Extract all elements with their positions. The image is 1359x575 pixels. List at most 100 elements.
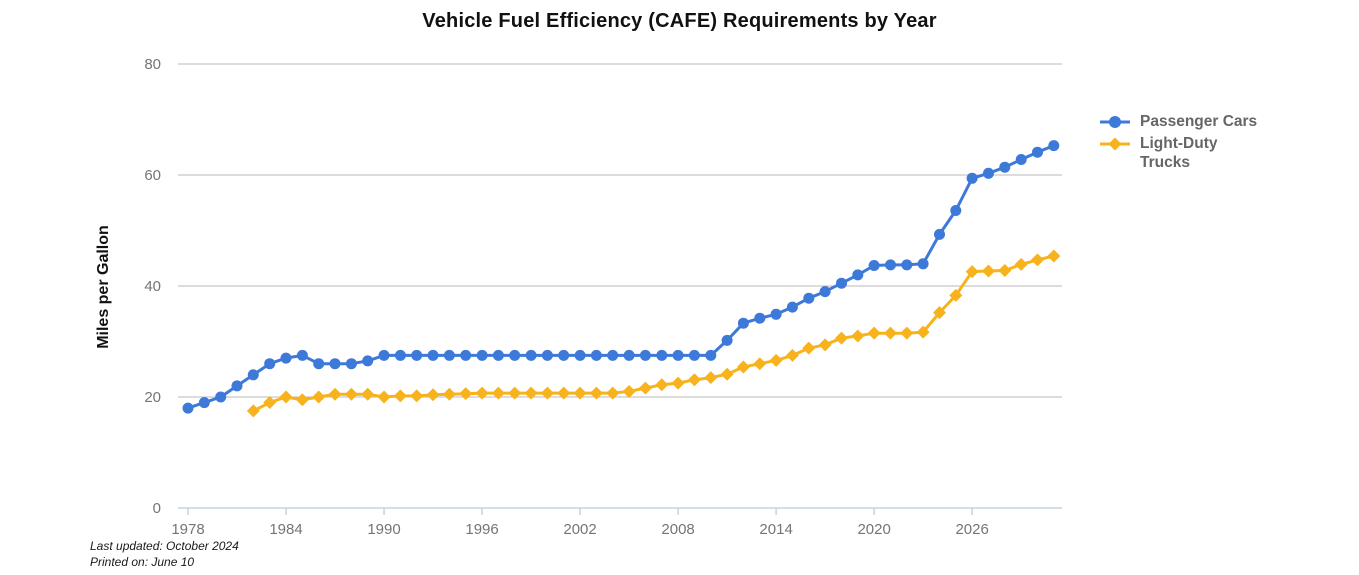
data-point [867,326,881,340]
data-point [182,402,194,414]
data-point [247,369,259,381]
data-point [361,387,375,401]
data-point [851,329,865,343]
data-point [1015,154,1027,165]
data-point [754,312,766,324]
y-tick-label: 20 [144,389,161,406]
data-point [558,349,570,361]
data-point [607,349,619,361]
data-point [378,349,390,361]
x-tick-label: 1990 [367,521,400,538]
data-point [770,308,782,320]
x-tick-label: 2026 [955,521,988,538]
data-point [442,387,456,401]
data-point [932,306,946,320]
data-point [656,349,668,361]
data-point [443,349,455,361]
data-point [540,386,554,400]
data-point [198,397,210,409]
data-point [344,387,358,401]
data-point [574,349,586,361]
data-point [246,404,260,418]
x-tick-label: 1984 [269,521,302,538]
data-point [509,349,521,361]
data-point [313,358,325,370]
x-tick-label: 1978 [171,521,204,538]
data-point [900,326,914,340]
data-point [394,349,406,361]
legend-item-light-duty-trucks[interactable]: Light-Duty Trucks [1098,134,1260,172]
legend-item-passenger-cars[interactable]: Passenger Cars [1098,112,1260,131]
data-point [834,331,848,345]
data-point [475,386,489,400]
data-point [1048,140,1060,152]
data-point [280,352,292,364]
data-point [589,386,603,400]
data-point [329,358,341,370]
data-point [393,389,407,403]
data-point [410,389,424,403]
data-point [296,349,308,361]
data-point [901,259,913,271]
data-point [950,205,962,216]
data-point [525,349,537,361]
data-point [377,390,391,404]
data-point [705,349,717,361]
data-point [638,381,652,395]
data-point [541,349,553,361]
data-point [868,260,880,271]
x-tick-label: 2008 [661,521,694,538]
data-point [426,388,440,402]
data-point [934,228,945,240]
data-point [885,259,896,271]
data-point [965,265,979,279]
data-point [491,386,505,400]
data-point [786,301,798,313]
legend-label-light-duty-trucks: Light-Duty Trucks [1140,135,1218,171]
data-point [836,277,847,289]
data-point [459,387,473,401]
y-tick-label: 0 [153,500,161,517]
data-point [720,367,734,381]
data-point [263,396,277,410]
x-tick-label: 2014 [759,521,792,538]
data-point [492,349,504,361]
chart-footnote: Last updated: October 2024 Printed on: J… [90,538,239,570]
legend-label-passenger-cars: Passenger Cars [1140,113,1258,130]
x-tick-label: 2020 [857,521,890,538]
y-tick-label: 60 [144,167,161,184]
data-point [983,167,994,179]
data-point [966,172,978,184]
data-point [427,349,439,361]
data-point [852,269,864,281]
data-point [215,391,227,403]
data-point [818,338,832,352]
data-point [1014,257,1028,271]
data-point [1047,249,1061,263]
data-point [981,264,995,278]
data-point [704,371,718,385]
data-point [476,349,488,361]
data-point [753,357,767,371]
y-tick-label: 40 [144,278,161,295]
data-point [328,387,342,401]
x-tick-label: 2002 [563,521,596,538]
passenger-cars-marker-icon [1100,116,1130,128]
data-point [687,373,701,387]
footnote-last-updated: Last updated: October 2024 [90,539,239,553]
footnote-printed-on: Printed on: June 10 [90,555,195,569]
data-point [802,341,816,355]
y-tick-label: 80 [144,56,161,73]
data-point [688,349,700,361]
data-point [524,386,538,400]
data-point [295,393,309,407]
data-point [819,286,831,298]
data-point [279,390,293,404]
data-point [998,263,1012,277]
data-point [785,348,799,362]
series-line-light-duty-trucks [251,254,1056,413]
data-point [606,386,620,400]
chart-legend: Passenger Cars Light-Duty Trucks [1098,112,1260,172]
